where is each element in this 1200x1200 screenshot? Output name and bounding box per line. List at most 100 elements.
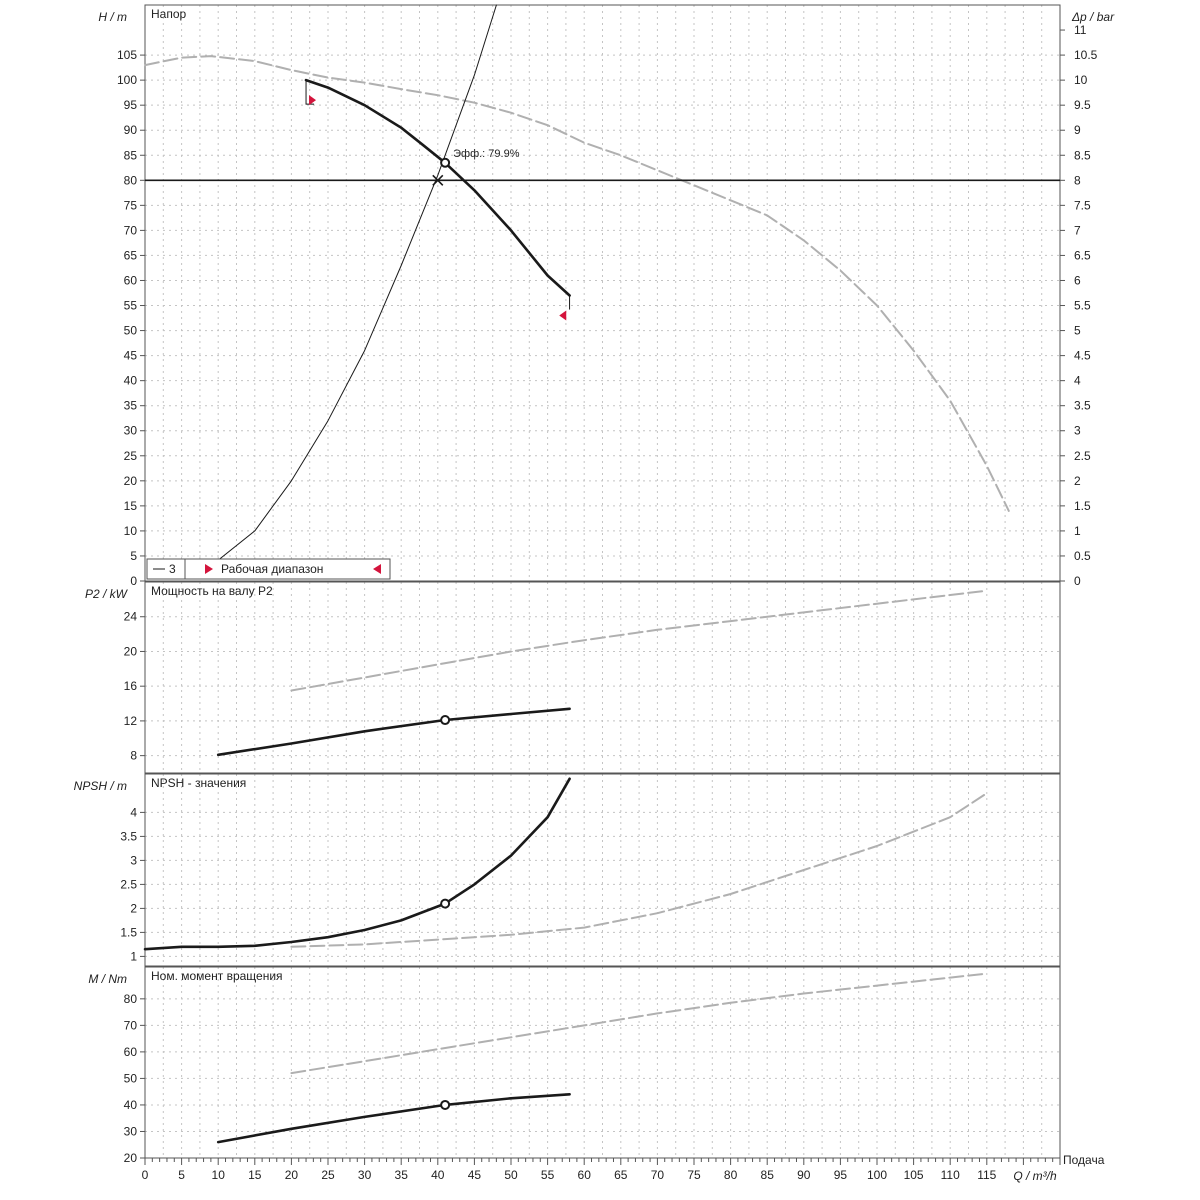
y-right-tick-label: 2.5 — [1074, 449, 1091, 463]
operating-point-marker — [440, 157, 451, 168]
y-tick-label: 3.5 — [120, 829, 137, 843]
y-tick-label: 24 — [124, 610, 138, 624]
x-tick-label: 75 — [687, 1168, 701, 1182]
x-tick-label: 40 — [431, 1168, 445, 1182]
x-tick-label: 5 — [178, 1168, 185, 1182]
y-tick-label: 90 — [124, 123, 138, 137]
y-tick-label: 2.5 — [120, 877, 137, 891]
x-tick-label: 70 — [651, 1168, 665, 1182]
y-tick-label: 45 — [124, 349, 138, 363]
y-tick-label: 2 — [130, 901, 137, 915]
x-tick-label: 45 — [468, 1168, 482, 1182]
system-curve — [210, 4, 497, 567]
operating-point-marker — [440, 898, 451, 909]
x-tick-label: 95 — [834, 1168, 848, 1182]
x-tick-label: 115 — [977, 1168, 996, 1182]
x-axis-title: Q / m³/h — [1013, 1169, 1057, 1183]
y-tick-label: 105 — [117, 48, 137, 62]
y-right-tick-label: 1.5 — [1074, 499, 1091, 513]
x-tick-label: 105 — [904, 1168, 924, 1182]
panel-title: Напор — [151, 7, 187, 21]
y-tick-label: 0 — [130, 574, 137, 588]
operating-point-label: Эфф.: 79.9% — [453, 148, 520, 160]
y-right-tick-label: 4 — [1074, 374, 1081, 388]
y-tick-label: 12 — [124, 714, 138, 728]
legend-flag-end-icon — [373, 564, 381, 574]
max-curve — [144, 55, 1010, 512]
y-axis-title: H / m — [98, 10, 127, 24]
y-tick-label: 15 — [124, 499, 138, 513]
x-tick-label: 55 — [541, 1168, 555, 1182]
x-tick-label: 25 — [321, 1168, 335, 1182]
panel-1: 0510152025303540455055606570758085909510… — [98, 4, 1115, 588]
y-right-tick-label: 8 — [1074, 173, 1081, 187]
y-tick-label: 40 — [124, 1098, 138, 1112]
max-curve — [290, 972, 988, 1075]
y-tick-label: 20 — [124, 474, 138, 488]
duty-curve — [216, 1093, 571, 1144]
duty-curve — [216, 707, 571, 757]
panel-frame — [144, 966, 1061, 1159]
y-tick-label: 30 — [124, 1124, 138, 1138]
y-right-tick-label: 0.5 — [1074, 549, 1091, 563]
legend: 3 Рабочая диапазон — [146, 558, 391, 580]
duty-point-marker — [432, 174, 444, 186]
y-tick-label: 10 — [124, 524, 138, 538]
y-tick-label: 1 — [130, 949, 137, 963]
y-right-tick-label: 5.5 — [1074, 299, 1091, 313]
y-right-tick-label: 4.5 — [1074, 349, 1091, 363]
y-right-tick-label: 8.5 — [1074, 148, 1091, 162]
y-tick-label: 20 — [124, 1151, 138, 1165]
y-tick-label: 95 — [124, 98, 138, 112]
y-right-tick-label: 5 — [1074, 324, 1081, 338]
y-right-tick-label: 11 — [1074, 23, 1087, 37]
y-tick-label: 30 — [124, 424, 138, 438]
x-tick-label: 50 — [504, 1168, 518, 1182]
y-tick-label: 100 — [117, 73, 137, 87]
y-axis-title: P2 / kW — [85, 587, 129, 601]
x-tick-label: 60 — [578, 1168, 592, 1182]
x-tick-label: 85 — [761, 1168, 775, 1182]
x-tick-label: 80 — [724, 1168, 738, 1182]
panel-2: 8 12 16 20 24 P2 / kW Мощность на валу P2 — [85, 581, 1061, 774]
y-right-axis-title: Δp / bar — [1071, 10, 1115, 24]
legend-label-3: 3 — [169, 562, 176, 576]
panel-frame — [144, 4, 1061, 582]
y-right-tick-label: 6 — [1074, 273, 1081, 287]
x-tick-label: 20 — [285, 1168, 299, 1182]
y-tick-label: 20 — [124, 644, 138, 658]
range-start-bracket — [305, 80, 315, 105]
y-tick-label: 3 — [130, 853, 137, 867]
y-tick-label: 55 — [124, 299, 138, 313]
y-right-tick-label: 7.5 — [1074, 198, 1091, 212]
x-tick-label: 30 — [358, 1168, 372, 1182]
y-axis-title: NPSH / m — [74, 779, 127, 793]
x-tick-label: 65 — [614, 1168, 628, 1182]
y-tick-label: 75 — [124, 198, 138, 212]
x-tick-label: 0 — [142, 1168, 149, 1182]
y-tick-label: 60 — [124, 273, 138, 287]
panel-4: 20 30 40 50 60 70 80 M / Nm Ном. момент вращения — [88, 966, 1061, 1165]
panel-title: Мощность на валу P2 — [151, 584, 273, 598]
operating-point-marker — [440, 1099, 451, 1110]
x-tick-label: 90 — [797, 1168, 811, 1182]
y-tick-label: 60 — [124, 1045, 138, 1059]
y-tick-label: 35 — [124, 399, 138, 413]
y-tick-label: 70 — [124, 1018, 138, 1032]
y-right-tick-label: 9.5 — [1074, 98, 1091, 112]
y-tick-label: 80 — [124, 173, 138, 187]
y-tick-label: 50 — [124, 324, 138, 338]
y-tick-label: 80 — [124, 992, 138, 1006]
y-right-tick-label: 3 — [1074, 424, 1081, 438]
legend-frame — [146, 558, 391, 580]
x-axis-right-title: Подача — [1063, 1153, 1105, 1167]
duty-curve — [304, 78, 571, 297]
y-tick-label: 16 — [124, 679, 138, 693]
y-tick-label: 40 — [124, 374, 138, 388]
y-tick-label: 70 — [124, 223, 138, 237]
y-tick-label: 65 — [124, 248, 138, 262]
panel-frame — [144, 581, 1061, 774]
max-curve — [290, 792, 988, 948]
y-right-tick-label: 0 — [1074, 574, 1081, 588]
